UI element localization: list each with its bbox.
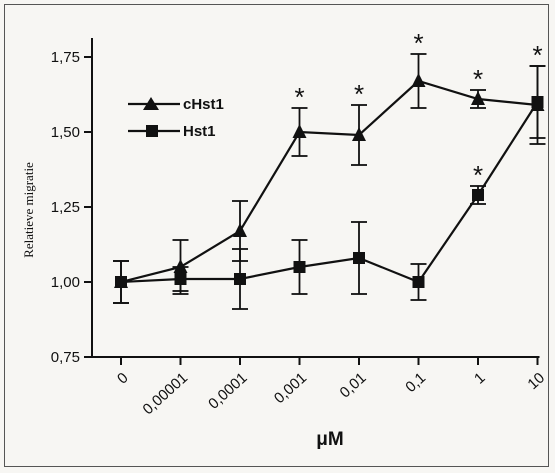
significance-star-hst1: * [473,160,483,190]
legend-marker-chst1 [143,97,159,110]
data-point-chst1 [233,223,247,237]
significance-star-chst1: * [354,79,364,109]
significance-layer: * * * * * * [294,28,542,190]
data-point-chst1 [411,73,426,87]
x-axis-label: μM [316,429,343,450]
y-tick-label: 1,75 [51,49,80,66]
legend-marker-hst1 [146,125,158,137]
x-tick-label: 0,001 [271,369,310,407]
x-tick-label: 0 [114,369,132,387]
chart-frame [4,4,549,467]
legend: cHst1 Hst1 [128,96,224,140]
y-tick-label: 1,25 [51,199,80,216]
data-point-chst1 [292,124,307,138]
data-point-hst1 [472,189,484,201]
y-axis-label: Relatieve migratie [21,162,36,258]
series-layer [113,53,546,310]
series-line-hst1 [120,101,539,284]
data-point-chst1 [173,259,188,273]
x-tick-label: 0,01 [337,369,370,401]
data-point-hst1 [412,276,425,288]
data-point-hst1 [353,252,365,264]
data-point-hst1 [531,96,544,108]
data-point-hst1 [174,273,187,285]
x-tick-label: 0,0001 [205,369,250,412]
x-tick-label: 1 [471,369,489,387]
x-tick-label: 10 [524,369,548,393]
data-point-hst1 [234,273,246,285]
y-tick-label: 1,00 [51,274,80,291]
legend-label-hst1: Hst1 [183,123,216,140]
y-tick-label: 1,50 [51,124,80,141]
data-point-chst1 [471,91,485,105]
significance-star-chst1: * [294,82,304,112]
series-line-chst1 [120,79,538,284]
y-tick-label: 0,75 [51,349,80,366]
significance-star-chst1: * [473,64,483,94]
significance-star-hst1: * [532,40,542,70]
data-point-hst1 [293,261,306,273]
x-tick-label: 0,1 [402,369,429,396]
x-tick-label: 0,00001 [139,369,191,418]
significance-star-chst1: * [413,28,423,58]
data-point-chst1 [352,127,366,141]
data-point-hst1 [115,276,127,288]
legend-label-chst1: cHst1 [183,96,224,113]
